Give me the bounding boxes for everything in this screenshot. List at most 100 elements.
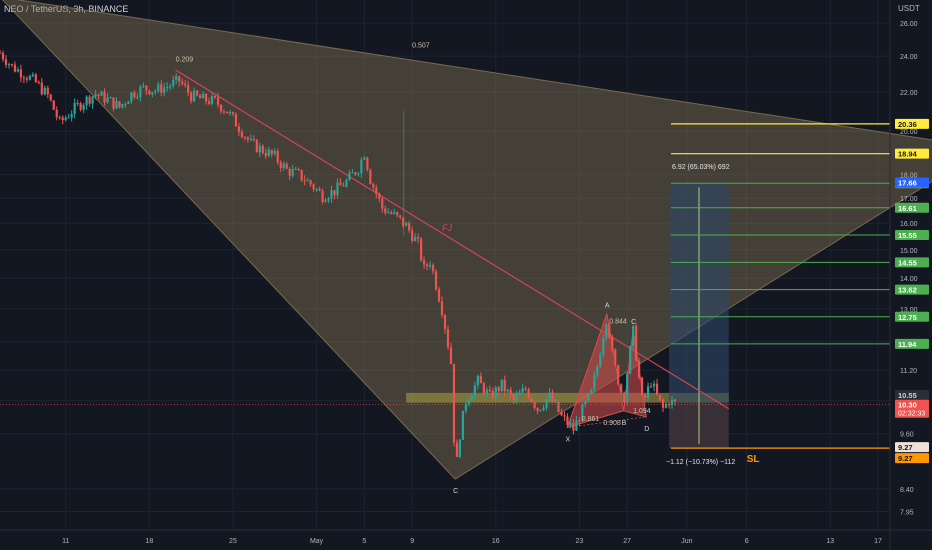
candle-body: [602, 338, 605, 355]
candle-body: [626, 373, 629, 402]
candle-body: [399, 215, 402, 218]
candle-body: [646, 386, 650, 398]
candle-body: [193, 90, 196, 102]
candle-body: [142, 85, 145, 87]
candle-body: [473, 385, 476, 397]
y-tick-label: 8.40: [900, 487, 914, 494]
candle-body: [106, 97, 109, 103]
candle-body: [488, 389, 491, 392]
candle-body: [587, 393, 590, 401]
x-tick-label: 9: [410, 538, 414, 545]
y-tick-label: 9.60: [900, 432, 914, 439]
target-badge-bg: [895, 311, 929, 322]
candle-body: [148, 90, 151, 95]
x-tick-label: 23: [575, 538, 583, 545]
candle-body: [617, 365, 620, 385]
current-price-badge: 10.30: [898, 401, 917, 410]
x-tick-label: Jun: [681, 538, 692, 545]
candle-body: [428, 265, 432, 267]
candle-body: [440, 301, 444, 315]
candle-body: [539, 409, 542, 411]
candle-body: [67, 117, 70, 119]
candle-body: [578, 420, 581, 422]
candle-body: [157, 84, 160, 91]
resistance-badge-bg: [895, 148, 929, 159]
candle-body: [181, 81, 184, 84]
candle-body: [649, 386, 653, 388]
candle-body: [638, 360, 641, 378]
x-tick-label: 16: [492, 538, 500, 545]
candle-body: [213, 95, 217, 98]
x-tick-label: 11: [62, 538, 69, 545]
candle-body: [542, 407, 545, 410]
candle-body: [243, 137, 246, 139]
candle-body: [31, 74, 34, 77]
y-tick-label: 22.00: [900, 90, 918, 97]
current-price-badge-bg: [895, 399, 929, 418]
candle-body: [196, 90, 199, 96]
candle-body: [515, 394, 518, 400]
candle-body: [240, 131, 244, 138]
candle-body: [378, 193, 381, 199]
y-tick-label: 18.00: [900, 173, 918, 180]
candle-body: [354, 172, 357, 175]
candle-body: [623, 392, 626, 402]
candle-body: [464, 404, 468, 411]
candle-body: [443, 314, 447, 330]
candle-body: [190, 92, 193, 102]
x-tick-label: 18: [145, 538, 153, 545]
candle-body: [458, 439, 462, 457]
candle-body: [231, 112, 235, 115]
candle-body: [673, 399, 677, 402]
stop-badge-light-bg: [895, 442, 929, 453]
resistance-badge-bg: [895, 118, 929, 129]
candle-body: [7, 64, 11, 66]
candle-body: [282, 163, 285, 169]
candle-body: [288, 168, 291, 176]
candle-body: [318, 188, 321, 191]
target-badge-bg: [895, 284, 929, 295]
candle-body: [127, 101, 130, 104]
candle-body: [396, 212, 399, 216]
candle-body: [16, 69, 20, 72]
price-badge-blue-bg: [895, 177, 929, 188]
candle-body: [121, 103, 124, 108]
candle-body: [118, 101, 121, 108]
candle-body: [207, 101, 211, 104]
candle-body: [581, 404, 584, 422]
candle-body: [124, 103, 127, 105]
current-price-badge-countdown: 02:32:33: [898, 411, 925, 418]
target-badge-bg: [895, 229, 929, 240]
stop-badge-orange: 9.27: [898, 454, 913, 463]
stop-badge-light: 9.27: [898, 443, 913, 452]
candle-body: [109, 97, 112, 99]
candle-body: [479, 375, 482, 384]
candle-body: [237, 126, 241, 132]
candle-body: [467, 400, 470, 405]
candle-body: [414, 237, 417, 241]
target-badge-bg: [895, 202, 929, 213]
candle-body: [10, 64, 14, 66]
candle-body: [658, 394, 662, 400]
candle-body: [258, 145, 261, 153]
candle-body: [500, 379, 503, 392]
y-tick-label: 24.00: [900, 54, 918, 61]
candle-body: [530, 398, 533, 402]
candle-body: [670, 399, 674, 406]
candle-body: [210, 95, 214, 104]
candle-body: [37, 82, 40, 84]
candle-body: [184, 83, 187, 86]
candle-body: [372, 184, 375, 188]
candle-body: [437, 289, 441, 302]
target-badge-bg: [895, 338, 929, 349]
candle-body: [664, 403, 668, 408]
x-tick-label: 27: [623, 538, 631, 545]
candle-body: [246, 137, 249, 140]
candle-body: [303, 180, 306, 182]
y-tick-label: 15.00: [900, 248, 918, 255]
candle-body: [163, 87, 166, 93]
candle-body: [655, 383, 659, 395]
candle-body: [103, 91, 106, 103]
candle-body: [88, 96, 91, 104]
